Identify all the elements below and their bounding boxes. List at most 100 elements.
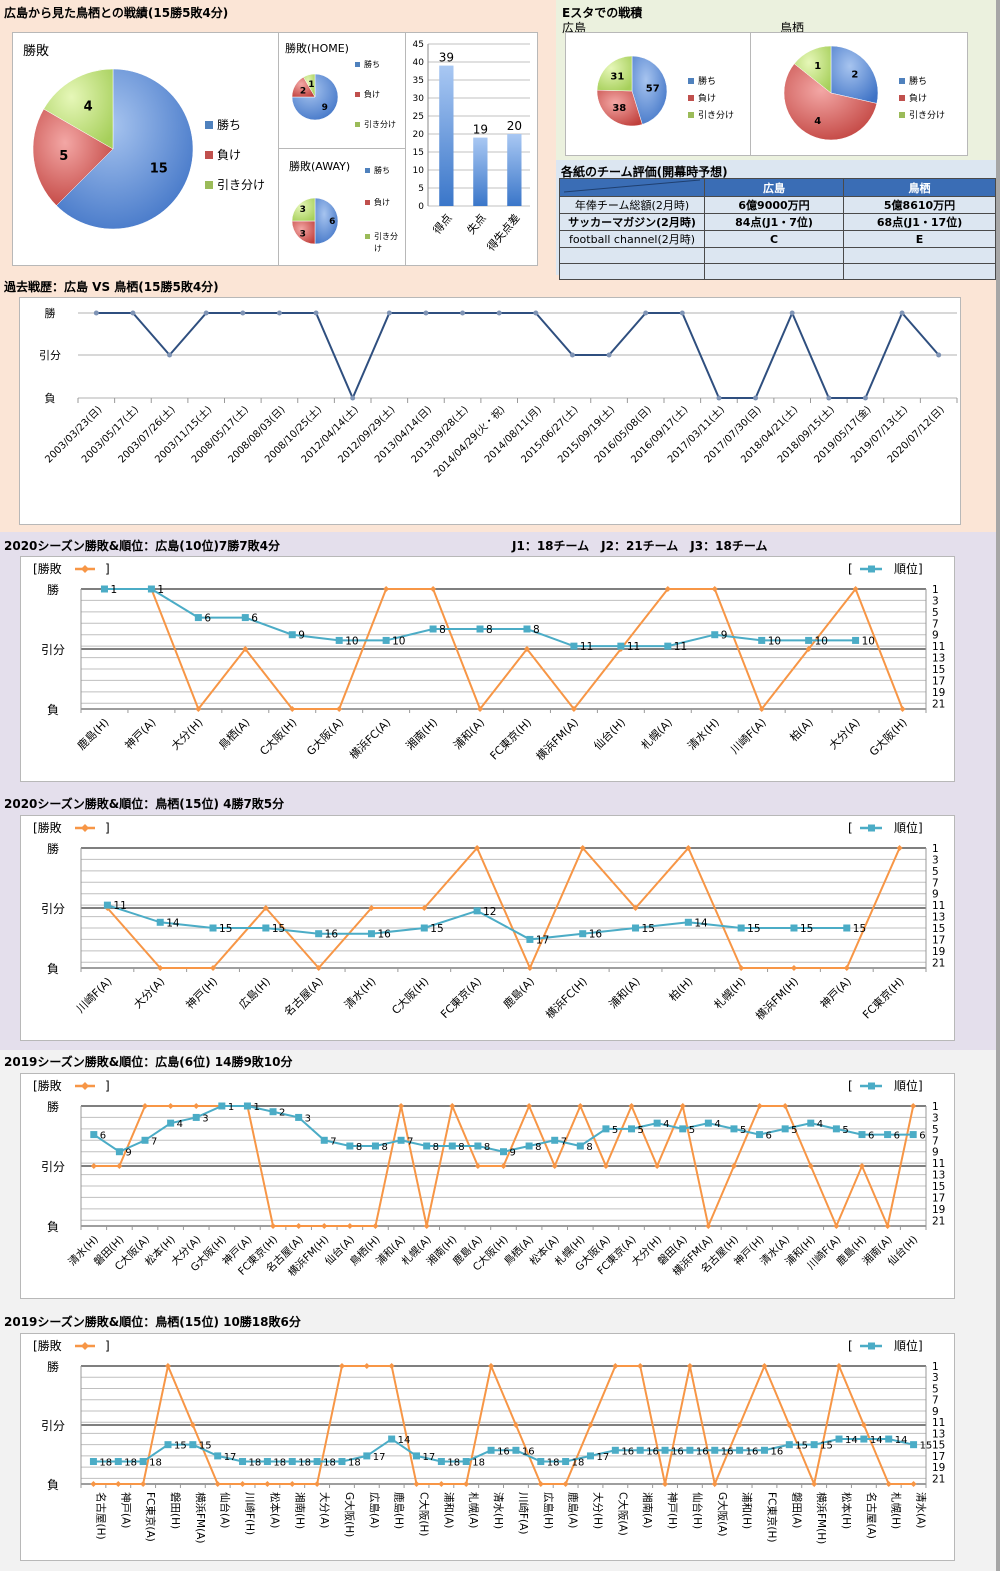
season-x-label: C大阪(H) <box>418 1492 431 1536</box>
legend-rank-label: 順位] <box>894 1078 923 1093</box>
evaluation-corner-cell <box>559 178 705 197</box>
season-x-label: 広島(H) <box>236 974 273 1011</box>
pie-data-label: 1 <box>814 61 821 72</box>
result-point <box>662 1481 669 1487</box>
result-point <box>512 1422 519 1428</box>
rank-point <box>730 1125 738 1133</box>
rank-data-label: 9 <box>721 630 728 642</box>
rank-point <box>909 1131 917 1139</box>
rank-data-label: 18 <box>124 1458 137 1469</box>
bar-y-tick-label: 15 <box>413 148 424 158</box>
legend-label-win: 勝ち <box>374 165 390 175</box>
rank-data-label: 17 <box>224 1452 237 1463</box>
rank-data-label: 15 <box>820 1441 833 1452</box>
pie-title: 勝敗 <box>23 44 49 59</box>
rank-point <box>758 636 766 644</box>
season-x-label: 名古屋(H) <box>94 1492 107 1540</box>
rank-point <box>810 1441 818 1449</box>
rank-data-label: 5 <box>842 1125 848 1136</box>
bar-y-tick-label: 30 <box>413 94 425 104</box>
result-point <box>738 965 745 971</box>
rank-data-label: 9 <box>298 630 305 642</box>
evaluation-cell: 6億9000万円 <box>703 196 845 214</box>
season-x-label: 広島(H) <box>542 1492 555 1529</box>
rank-point <box>241 614 249 622</box>
season-x-label: C大阪(H) <box>257 715 300 758</box>
season-x-label: C大阪(H) <box>389 974 432 1017</box>
rank-data-label: 2 <box>279 1108 285 1119</box>
season-x-label: G大阪(A) <box>716 1492 729 1537</box>
rank-axis-tick-label: 11 <box>932 900 945 912</box>
rank-data-label: 8 <box>458 1142 464 1153</box>
rank-point <box>209 924 217 932</box>
rank-point <box>476 625 484 633</box>
pie-data-label: 31 <box>610 71 624 82</box>
rank-axis-tick-label: 15 <box>932 1440 945 1452</box>
result-axis-label: 勝 <box>47 841 59 856</box>
season-x-label: 川崎F(A) <box>727 715 768 756</box>
rank-data-label: 4 <box>714 1119 720 1130</box>
season-x-label: 広島(A) <box>368 1492 381 1528</box>
rank-data-label: 4 <box>663 1119 669 1130</box>
result-point <box>551 1163 558 1169</box>
rank-point <box>537 1458 545 1466</box>
season-x-label: 柏(A) <box>787 715 816 744</box>
rank-data-label: 10 <box>345 635 358 647</box>
rank-point <box>570 642 578 650</box>
rank-data-label: 16 <box>325 929 339 941</box>
result-point <box>654 1163 661 1169</box>
rank-data-label: 16 <box>377 929 391 941</box>
result-axis-label: 勝 <box>47 582 59 597</box>
rank-point <box>194 614 202 622</box>
rank-point <box>525 1142 533 1150</box>
rank-point <box>684 918 692 926</box>
rank-point <box>884 1131 892 1139</box>
evaluation-header-row: 広島 鳥栖 <box>559 178 996 197</box>
hiroshima-2019-panel: 1 3 5 7 9 11 13 15 17 19 21 勝引分負 [勝敗][順位] 6 9 7 4 3 1 1 2 3 7 8… <box>20 1073 955 1299</box>
evaluation-row: football channel(2月時) C E <box>559 230 996 248</box>
result-point <box>336 706 343 712</box>
result-point <box>423 1223 430 1229</box>
bar-y-tick-label: 35 <box>413 76 424 86</box>
evaluation-row-label: 年俸チーム総額(2月時) <box>559 196 705 214</box>
hiroshima-2019-title: 2019シーズン勝敗&順位：広島(6位) 14勝9敗10分 <box>4 1055 293 1069</box>
rank-point <box>586 1452 594 1460</box>
rank-point <box>885 1435 893 1443</box>
legend-label-loss: 負け <box>217 148 241 162</box>
diagonal-divider-icon <box>563 179 701 193</box>
result-point <box>388 1363 395 1369</box>
rank-data-label: 16 <box>497 1446 510 1457</box>
rank-axis-tick-label: 7 <box>932 1395 939 1407</box>
legend-label-draw: 引き分け <box>217 178 265 192</box>
evaluation-cell <box>843 263 996 280</box>
bar-y-tick-label: 10 <box>413 166 425 176</box>
rank-point <box>711 631 719 639</box>
estadium-hiroshima-panel: 57 38 31 勝ち 負け 引き分け <box>565 32 752 156</box>
rank-point <box>704 1119 712 1127</box>
pie-slice-draw <box>291 197 316 222</box>
page-title: 広島から見た鳥栖との戦績(15勝5敗4分) <box>4 6 229 20</box>
rank-data-label: 6 <box>894 1131 900 1142</box>
rank-point <box>807 1119 815 1127</box>
result-series-line <box>106 846 901 971</box>
evaluation-cell: E <box>843 230 996 248</box>
season-x-label: G大阪(H) <box>866 715 909 758</box>
result-point <box>711 586 718 592</box>
season-x-label: 大分(A) <box>826 715 863 752</box>
history-point <box>789 310 795 316</box>
rank-axis-tick-label: 9 <box>932 1406 939 1418</box>
result-point <box>805 646 812 652</box>
rank-data-label: 10 <box>768 635 781 647</box>
rank-data-label: 11 <box>627 641 640 653</box>
legend-result-marker-icon <box>81 824 89 832</box>
rank-data-label: 17 <box>373 1452 386 1463</box>
season-x-label: 浦和(A) <box>442 1492 455 1528</box>
season-x-label: FC東京(H) <box>765 1492 778 1542</box>
rank-point <box>473 907 481 915</box>
season-x-label: 神戸(A) <box>119 1492 132 1528</box>
rank-axis-tick-label: 15 <box>932 923 945 935</box>
rank-data-label: 17 <box>596 1452 609 1463</box>
history-point <box>350 395 356 401</box>
